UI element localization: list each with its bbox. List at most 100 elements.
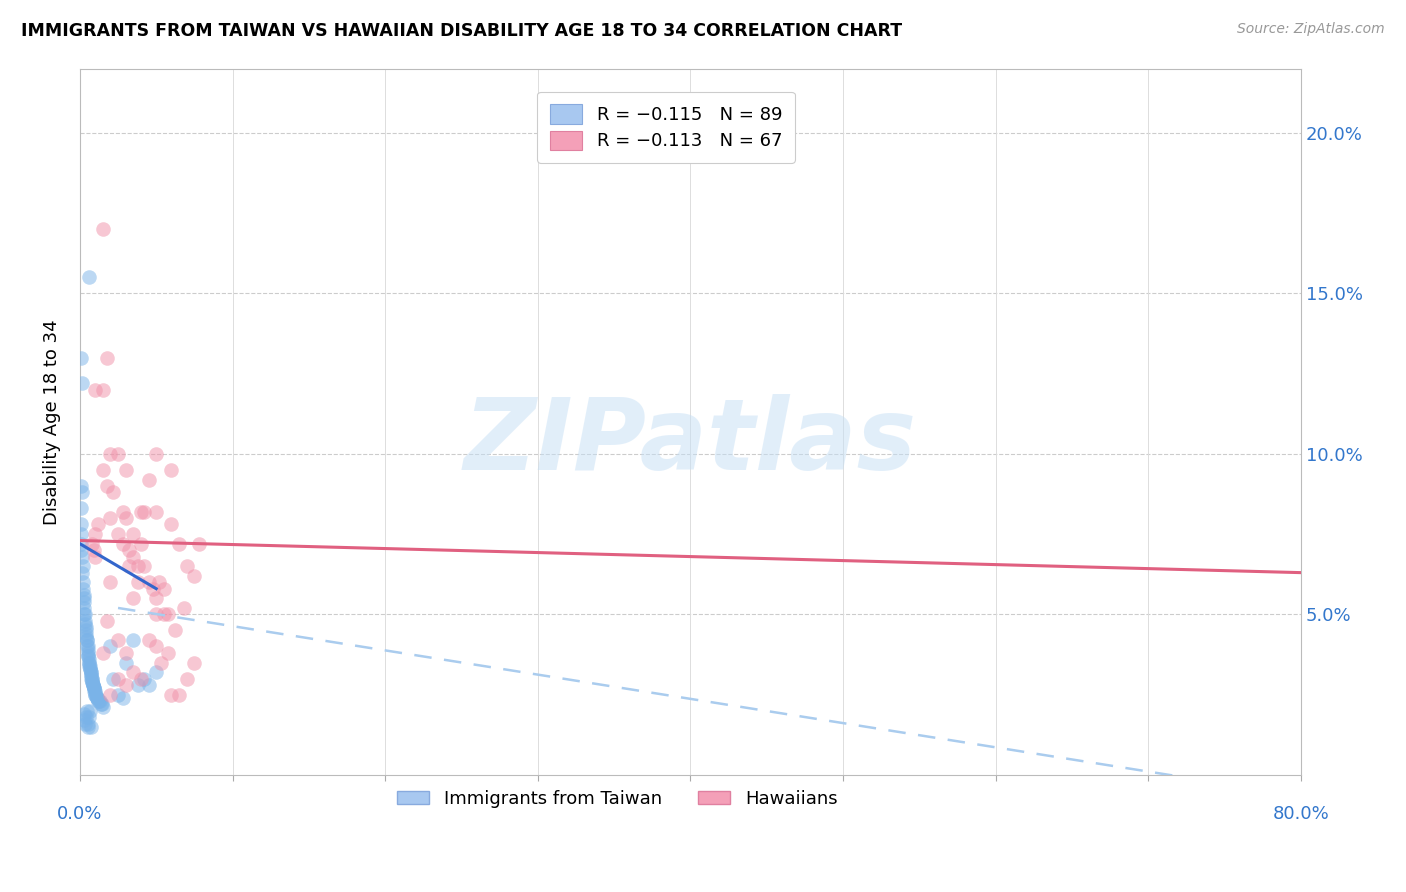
Point (160, 517, 183, 532)
Point (79, 720, 101, 734)
Point (82, 674, 104, 689)
Point (80, 668, 103, 682)
Point (77, 649, 100, 664)
Point (80, 668, 103, 682)
Point (132, 672, 155, 686)
Point (84, 527, 107, 541)
Point (114, 656, 136, 670)
Text: 80.0%: 80.0% (1272, 805, 1330, 823)
Point (86, 690, 108, 705)
Point (127, 678, 149, 692)
Point (72, 559, 94, 574)
Point (114, 511, 136, 525)
Point (91, 222, 114, 236)
Point (80, 674, 103, 689)
Y-axis label: Disability Age 18 to 34: Disability Age 18 to 34 (44, 319, 60, 524)
Point (70, 566, 93, 580)
Point (84, 688, 107, 702)
Point (107, 633, 129, 648)
Point (76, 642, 98, 657)
Point (132, 559, 155, 574)
Point (75, 710, 97, 724)
Point (187, 537, 209, 551)
Point (167, 688, 190, 702)
Point (145, 505, 167, 519)
Point (145, 665, 167, 680)
Text: IMMIGRANTS FROM TAIWAN VS HAWAIIAN DISABILITY AGE 18 TO 34 CORRELATION CHART: IMMIGRANTS FROM TAIWAN VS HAWAIIAN DISAB… (21, 22, 903, 40)
Point (82, 678, 104, 692)
Point (79, 662, 101, 676)
Point (70, 537, 93, 551)
Point (96, 479, 118, 493)
Point (96, 351, 118, 365)
Text: 0.0%: 0.0% (58, 805, 103, 823)
Point (73, 594, 96, 608)
Point (76, 646, 98, 660)
Point (80, 672, 103, 686)
Point (132, 505, 155, 519)
Point (160, 688, 183, 702)
Point (70, 501, 93, 516)
Point (91, 700, 114, 714)
Point (73, 714, 96, 728)
Point (77, 649, 100, 664)
Point (70, 351, 93, 365)
Point (75, 617, 97, 632)
Point (149, 656, 172, 670)
Point (75, 624, 97, 638)
Point (82, 678, 104, 692)
Point (75, 626, 97, 640)
Point (77, 270, 100, 285)
Point (70, 549, 93, 564)
Point (91, 646, 114, 660)
Point (75, 630, 97, 644)
Point (122, 549, 145, 564)
Point (138, 678, 160, 692)
Point (80, 672, 103, 686)
Point (122, 665, 145, 680)
Point (145, 607, 167, 622)
Point (83, 681, 105, 696)
Point (107, 672, 129, 686)
Point (157, 646, 180, 660)
Point (183, 656, 205, 670)
Point (70, 485, 93, 500)
Point (79, 658, 101, 673)
Point (145, 447, 167, 461)
Point (84, 688, 107, 702)
Point (73, 588, 96, 602)
Point (76, 633, 98, 648)
Point (107, 447, 129, 461)
Point (83, 684, 105, 698)
Point (75, 614, 97, 628)
Point (70, 479, 93, 493)
Point (129, 505, 152, 519)
Point (114, 463, 136, 477)
Point (76, 640, 98, 654)
Point (183, 569, 205, 583)
Point (153, 582, 176, 596)
Point (80, 672, 103, 686)
Point (122, 633, 145, 648)
Point (84, 383, 107, 397)
Point (79, 665, 101, 680)
Point (148, 575, 170, 590)
Point (73, 607, 96, 622)
Point (138, 473, 160, 487)
Point (76, 633, 98, 648)
Point (72, 575, 94, 590)
Point (77, 656, 100, 670)
Point (83, 681, 105, 696)
Point (118, 559, 141, 574)
Point (79, 662, 101, 676)
Point (96, 614, 118, 628)
Text: Source: ZipAtlas.com: Source: ZipAtlas.com (1237, 22, 1385, 37)
Point (73, 601, 96, 615)
Point (77, 710, 100, 724)
Text: ZIPatlas: ZIPatlas (464, 394, 917, 491)
Point (157, 607, 180, 622)
Point (100, 511, 122, 525)
Point (160, 463, 183, 477)
Point (77, 720, 100, 734)
Point (129, 672, 152, 686)
